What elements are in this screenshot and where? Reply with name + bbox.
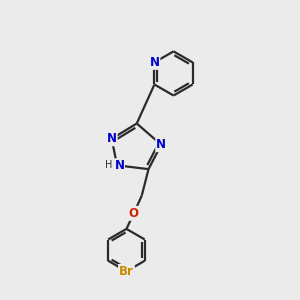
Text: N: N (107, 132, 117, 145)
Text: N: N (156, 138, 166, 151)
Text: N: N (149, 56, 159, 69)
Text: Br: Br (119, 265, 134, 278)
Text: H: H (105, 160, 112, 170)
Text: N: N (114, 159, 124, 172)
Text: O: O (129, 207, 139, 220)
